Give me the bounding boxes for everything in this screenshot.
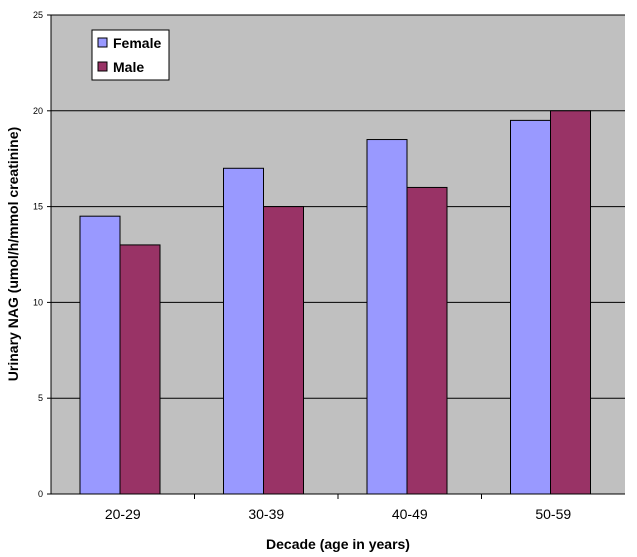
y-axis-ticks: 0 5 10 15 20 25: [33, 10, 51, 499]
bar-male-40-49: [406, 186, 448, 495]
x-category-label: 30-39: [248, 506, 284, 522]
y-tick-label: 5: [38, 393, 43, 403]
bar-male-50-59: [550, 110, 591, 495]
y-tick-label: 25: [33, 10, 43, 20]
x-category-label: 20-29: [105, 506, 141, 522]
bar-female-40-49: [366, 139, 408, 495]
x-category-label: 50-59: [535, 506, 571, 522]
bar-female-30-39: [223, 167, 264, 495]
y-tick-label: 10: [33, 297, 43, 307]
legend-swatch-male: [97, 61, 108, 72]
x-axis-categories: 20-29 30-39 40-49 50-59: [105, 494, 571, 522]
y-axis-title: Urinary NAG (umol/h/mmol creatinine): [5, 127, 21, 381]
bars: [79, 110, 591, 495]
x-axis-title: Decade (age in years): [266, 536, 410, 552]
legend-label-female: Female: [113, 35, 161, 51]
bar-male-20-29: [119, 244, 161, 495]
legend-swatch-female: [97, 37, 108, 48]
bar-female-50-59: [510, 119, 551, 495]
bar-male-30-39: [263, 206, 304, 495]
x-category-label: 40-49: [392, 506, 428, 522]
y-tick-label: 15: [33, 202, 43, 212]
bar-female-20-29: [79, 215, 121, 495]
y-tick-label: 20: [33, 106, 43, 116]
legend-label-male: Male: [113, 59, 144, 75]
legend: Female Male: [91, 29, 170, 81]
y-tick-label: 0: [38, 489, 43, 499]
